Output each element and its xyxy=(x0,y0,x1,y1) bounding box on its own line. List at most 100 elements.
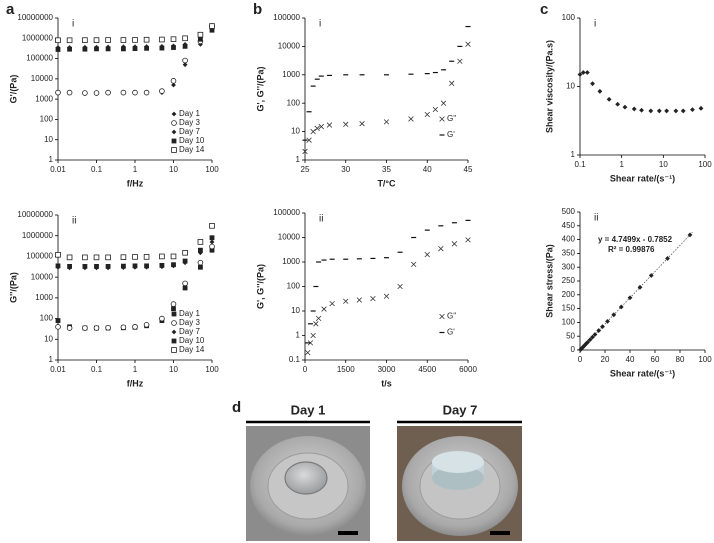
marker xyxy=(590,334,595,340)
y-tick-label: 1000000 xyxy=(22,33,54,42)
marker xyxy=(144,263,149,269)
y-tick-label: 350 xyxy=(562,249,576,258)
marker xyxy=(82,254,88,261)
y-tick-label: 100 xyxy=(562,318,576,327)
x-tick-label: 100 xyxy=(205,365,219,374)
panel-label: i xyxy=(319,19,321,30)
marker xyxy=(606,96,612,102)
marker xyxy=(66,325,73,331)
marker xyxy=(182,57,188,64)
y-tick-label: 50 xyxy=(566,331,575,340)
legend-marker xyxy=(171,329,177,335)
marker xyxy=(159,262,165,268)
marker xyxy=(120,37,127,43)
marker xyxy=(171,45,176,50)
y-tick-label: 10000 xyxy=(278,233,301,242)
marker xyxy=(310,332,316,339)
marker xyxy=(66,89,73,96)
marker xyxy=(457,58,463,64)
panel-label: i xyxy=(72,19,74,30)
marker xyxy=(171,306,176,312)
x-tick-label: 0.01 xyxy=(50,165,66,174)
marker xyxy=(132,89,138,96)
marker xyxy=(159,45,165,51)
marker xyxy=(94,46,99,52)
marker xyxy=(93,254,100,261)
x-tick-label: 30 xyxy=(341,165,350,174)
legend-marker xyxy=(171,347,177,353)
marker xyxy=(383,119,390,125)
y-tick-label: 400 xyxy=(562,235,576,244)
marker xyxy=(67,46,72,52)
marker xyxy=(105,37,111,43)
marker xyxy=(590,81,595,87)
marker xyxy=(310,128,316,135)
marker xyxy=(343,298,349,304)
marker xyxy=(690,107,695,113)
marker xyxy=(120,254,127,260)
marker xyxy=(577,72,583,77)
legend-marker xyxy=(171,120,177,126)
marker xyxy=(120,324,127,331)
x-tick-label: 1 xyxy=(133,165,138,174)
marker xyxy=(197,31,204,38)
trendline-equation: y = 4.7499x - 0.7852 xyxy=(598,235,673,244)
marker xyxy=(82,46,88,52)
marker xyxy=(424,251,430,258)
panel-letter: b xyxy=(253,1,262,18)
x-tick-label: 0 xyxy=(303,365,308,374)
x-tick-label: 100 xyxy=(205,165,219,174)
marker xyxy=(67,264,72,269)
marker xyxy=(302,148,308,155)
marker xyxy=(209,235,215,241)
marker xyxy=(326,122,333,128)
x-tick-label: 40 xyxy=(423,165,432,174)
legend-label: G'' xyxy=(447,114,457,123)
y-tick-label: 500 xyxy=(562,207,576,216)
legend-label: G' xyxy=(447,130,455,139)
marker xyxy=(182,62,188,68)
marker xyxy=(105,324,111,331)
marker xyxy=(182,35,188,42)
y-tick-label: 100000 xyxy=(273,13,300,22)
y-tick-label: 10 xyxy=(566,82,575,91)
x-tick-label: 3000 xyxy=(378,365,396,374)
photo xyxy=(246,426,370,541)
marker xyxy=(143,322,150,328)
y-axis-title: G', G''/(Pa) xyxy=(255,67,265,112)
marker xyxy=(66,254,73,261)
panel-label: i xyxy=(594,19,596,30)
marker xyxy=(182,280,188,287)
legend-marker xyxy=(171,111,177,117)
y-tick-label: 0 xyxy=(571,345,576,354)
marker xyxy=(410,261,417,268)
y-tick-label: 1000000 xyxy=(22,231,54,240)
marker xyxy=(197,259,204,266)
y-tick-label: 100000 xyxy=(26,252,53,261)
x-tick-label: 80 xyxy=(676,355,685,364)
marker xyxy=(680,108,686,114)
marker xyxy=(305,349,311,356)
marker xyxy=(105,46,111,52)
legend-marker xyxy=(171,129,177,135)
y-tick-label: 10 xyxy=(44,334,53,343)
legend-label: Day 14 xyxy=(179,345,205,354)
marker xyxy=(321,306,327,312)
marker xyxy=(673,108,679,114)
marker xyxy=(55,318,61,323)
x-axis-title: Shear rate/(s⁻¹) xyxy=(610,173,675,183)
y-tick-label: 300 xyxy=(562,262,576,271)
marker xyxy=(648,273,654,278)
marker xyxy=(182,258,188,264)
marker xyxy=(451,241,458,247)
legend-label: Day 10 xyxy=(179,336,205,345)
y-tick-label: 1 xyxy=(296,155,301,164)
y-tick-label: 100 xyxy=(287,282,301,291)
marker xyxy=(306,137,312,143)
marker xyxy=(93,37,100,43)
y-tick-label: 10000 xyxy=(31,272,54,281)
y-tick-label: 10 xyxy=(291,306,300,315)
marker xyxy=(171,262,176,268)
marker xyxy=(313,321,319,327)
marker xyxy=(408,116,414,122)
